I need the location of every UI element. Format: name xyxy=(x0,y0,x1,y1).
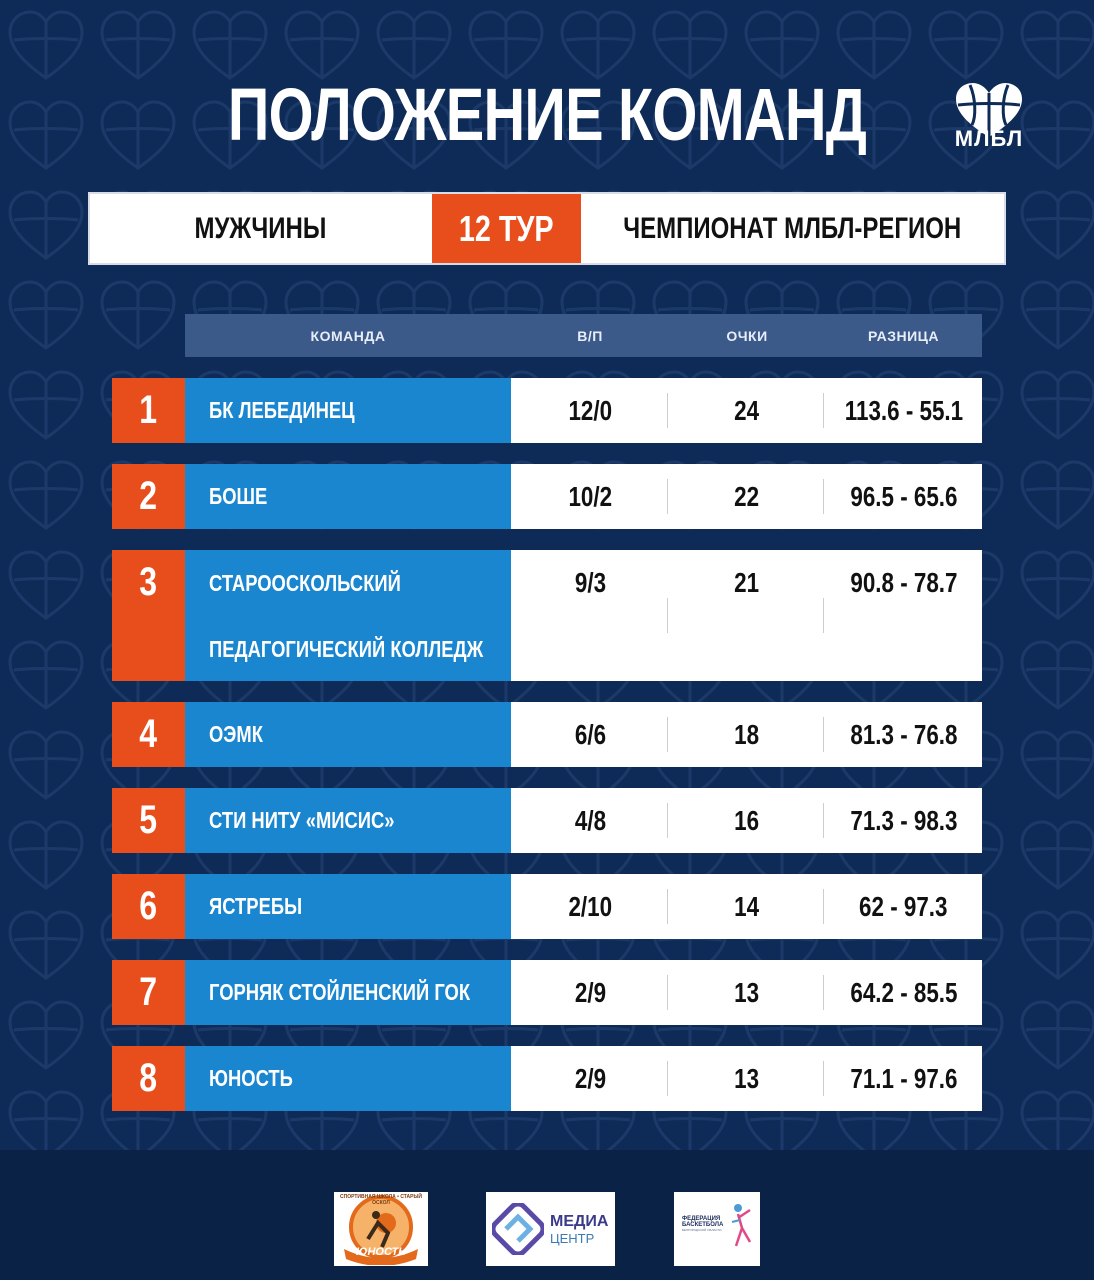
row-values: 9/3 21 90.8 - 78.7 xyxy=(511,550,982,681)
column-divider xyxy=(667,479,668,514)
difference-value: 81.3 - 76.8 xyxy=(849,718,958,750)
media-center-logo: МЕДИА ЦЕНТР xyxy=(486,1192,615,1266)
column-divider xyxy=(823,393,824,428)
column-team: КОМАНДА xyxy=(310,327,386,344)
table-row: 1 БК ЛЕБЕДИНЕЦ 12/0 24 113.6 - 55.1 xyxy=(112,378,982,443)
column-wins-losses: В/П xyxy=(577,327,603,344)
row-values: 2/9 13 71.1 - 97.6 xyxy=(511,1046,982,1111)
table-column-header: КОМАНДА В/П ОЧКИ РАЗНИЦА xyxy=(185,314,982,357)
table-row: 5 СТИ НИТУ «МИСИС» 4/8 16 71.3 - 98.3 xyxy=(112,788,982,853)
team-name: ОЭМК xyxy=(185,702,511,767)
player-silhouette-icon xyxy=(731,1204,752,1247)
row-values: 4/8 16 71.3 - 98.3 xyxy=(511,788,982,853)
page-title: ПОЛОЖЕНИЕ КОМАНД xyxy=(227,73,867,156)
points-value: 24 xyxy=(734,394,760,426)
points-value: 21 xyxy=(734,567,760,598)
table-row: 6 ЯСТРЕБЫ 2/10 14 62 - 97.3 xyxy=(112,874,982,939)
rank-badge: 8 xyxy=(112,1046,185,1111)
rank-badge: 1 xyxy=(112,378,185,443)
header-bar: МУЖЧИНЫ 12 ТУР ЧЕМПИОНАТ МЛБЛ-РЕГИОН xyxy=(88,192,1006,265)
rank-badge: 5 xyxy=(112,788,185,853)
difference-value: 71.1 - 97.6 xyxy=(849,1062,958,1094)
rank-badge: 7 xyxy=(112,960,185,1025)
rank-badge: 6 xyxy=(112,874,185,939)
team-name: БК ЛЕБЕДИНЕЦ xyxy=(185,378,511,443)
column-divider xyxy=(667,598,668,633)
points-value: 13 xyxy=(734,976,760,1008)
basketball-label: БАСКЕТБОЛА xyxy=(682,1222,724,1228)
wins-losses-value: 6/6 xyxy=(574,718,606,750)
sponsor-footer: ЮНОСТЬ СПОРТИВНАЯ ШКОЛА • СТАРЫЙ ОСКОЛ М… xyxy=(0,1150,1094,1280)
points-value: 13 xyxy=(734,1062,760,1094)
championship-label: ЧЕМПИОНАТ МЛБЛ-РЕГИОН xyxy=(623,211,962,245)
column-points: ОЧКИ xyxy=(726,327,768,344)
sport-school-logo: ЮНОСТЬ СПОРТИВНАЯ ШКОЛА • СТАРЫЙ ОСКОЛ xyxy=(334,1192,428,1266)
team-name: СТАРООСКОЛЬСКИЙ ПЕДАГОГИЧЕСКИЙ КОЛЛЕДЖ xyxy=(185,550,511,681)
team-name: ЮНОСТЬ xyxy=(185,1046,511,1111)
wins-losses-value: 4/8 xyxy=(574,804,606,836)
center-label: ЦЕНТР xyxy=(550,1230,595,1246)
row-values: 10/2 22 96.5 - 65.6 xyxy=(511,464,982,529)
round-badge: 12 ТУР xyxy=(431,194,582,263)
wins-losses-value: 2/9 xyxy=(574,976,606,1008)
wins-losses-value: 10/2 xyxy=(568,480,612,512)
heart-basketball-icon xyxy=(956,83,1022,137)
points-value: 22 xyxy=(734,480,760,512)
column-divider xyxy=(667,393,668,428)
difference-value: 113.6 - 55.1 xyxy=(844,394,963,426)
table-row: 7 ГОРНЯК СТОЙЛЕНСКИЙ ГОК 2/9 13 64.2 - 8… xyxy=(112,960,982,1025)
team-name: БОШЕ xyxy=(185,464,511,529)
region-label: БЕЛГОРОДСКОЙ ОБЛАСТИ xyxy=(682,1228,722,1232)
column-divider xyxy=(823,889,824,924)
table-row: 8 ЮНОСТЬ 2/9 13 71.1 - 97.6 xyxy=(112,1046,982,1111)
column-divider xyxy=(823,717,824,752)
column-divider xyxy=(667,803,668,838)
column-divider xyxy=(823,975,824,1010)
column-divider xyxy=(823,479,824,514)
row-values: 6/6 18 81.3 - 76.8 xyxy=(511,702,982,767)
category-label: МУЖЧИНЫ xyxy=(194,211,327,245)
rank-badge: 4 xyxy=(112,702,185,767)
rank-badge: 3 xyxy=(112,550,185,681)
row-values: 12/0 24 113.6 - 55.1 xyxy=(511,378,982,443)
row-values: 2/9 13 64.2 - 85.5 xyxy=(511,960,982,1025)
sport-school-arc-text: СПОРТИВНАЯ ШКОЛА • СТАРЫЙ ОСКОЛ xyxy=(340,1194,422,1206)
points-value: 16 xyxy=(734,804,760,836)
difference-value: 71.3 - 98.3 xyxy=(849,804,958,836)
column-divider xyxy=(823,1061,824,1096)
points-value: 18 xyxy=(734,718,760,750)
table-row: 2 БОШЕ 10/2 22 96.5 - 65.6 xyxy=(112,464,982,529)
wins-losses-value: 12/0 xyxy=(568,394,612,426)
difference-value: 96.5 - 65.6 xyxy=(849,480,958,512)
column-divider xyxy=(667,1061,668,1096)
column-divider xyxy=(667,975,668,1010)
basketball-federation-logo: ФЕДЕРАЦИЯ БАСКЕТБОЛА БЕЛГОРОДСКОЙ ОБЛАСТ… xyxy=(674,1192,760,1266)
rank-badge: 2 xyxy=(112,464,185,529)
difference-value: 64.2 - 85.5 xyxy=(849,976,958,1008)
federation-label: ФЕДЕРАЦИЯ xyxy=(682,1216,721,1222)
media-center-icon xyxy=(492,1203,544,1255)
column-divider xyxy=(667,717,668,752)
column-divider xyxy=(667,889,668,924)
column-divider xyxy=(823,803,824,838)
column-divider xyxy=(823,598,824,633)
wins-losses-value: 2/10 xyxy=(568,890,612,922)
difference-value: 62 - 97.3 xyxy=(859,890,948,922)
sport-school-label: ЮНОСТЬ xyxy=(356,1246,406,1258)
points-value: 14 xyxy=(734,890,760,922)
difference-value: 90.8 - 78.7 xyxy=(849,567,958,598)
table-row: 4 ОЭМК 6/6 18 81.3 - 76.8 xyxy=(112,702,982,767)
team-name: ГОРНЯК СТОЙЛЕНСКИЙ ГОК xyxy=(185,960,511,1025)
row-values: 2/10 14 62 - 97.3 xyxy=(511,874,982,939)
team-name: СТИ НИТУ «МИСИС» xyxy=(185,788,511,853)
column-difference: РАЗНИЦА xyxy=(868,327,939,344)
table-row: 3 СТАРООСКОЛЬСКИЙ ПЕДАГОГИЧЕСКИЙ КОЛЛЕДЖ… xyxy=(112,550,982,681)
wins-losses-value: 9/3 xyxy=(574,567,606,598)
team-name: ЯСТРЕБЫ xyxy=(185,874,511,939)
media-label: МЕДИА xyxy=(550,1212,609,1230)
wins-losses-value: 2/9 xyxy=(574,1062,606,1094)
sport-school-emblem-icon xyxy=(344,1195,418,1265)
mlbl-logo-text: МЛБЛ xyxy=(954,126,1024,151)
